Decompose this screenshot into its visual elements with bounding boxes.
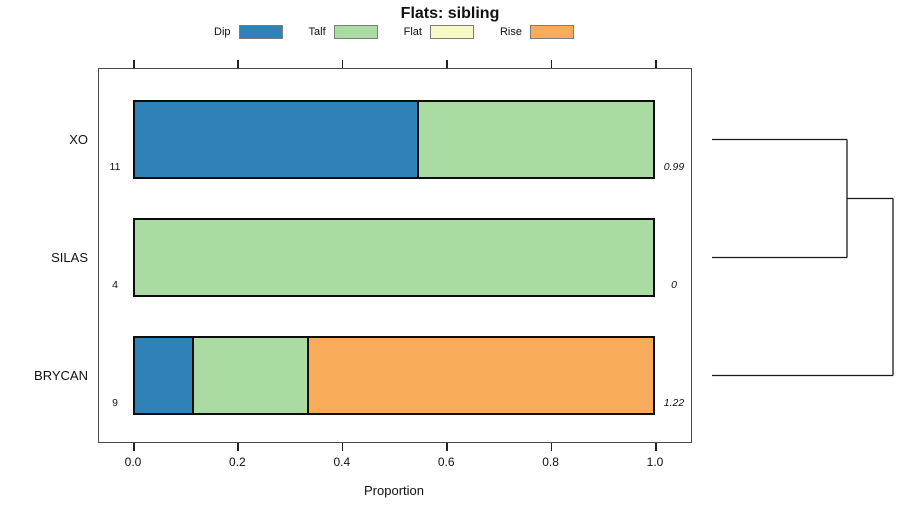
x-axis-top-tick: [655, 60, 657, 68]
legend-swatch-flat: [429, 25, 474, 39]
bar-segment-dip: [135, 338, 193, 413]
legend-label: Flat: [403, 26, 422, 38]
x-axis-tick-label: 0.8: [542, 455, 559, 469]
x-axis-tick: [133, 443, 135, 451]
legend-label: Dip: [214, 26, 231, 38]
x-axis-tick: [550, 443, 553, 451]
x-axis-tick: [341, 443, 344, 451]
n-value: 11: [109, 161, 121, 173]
legend-label: Talf: [308, 26, 326, 38]
x-axis-tick-label: 0.0: [124, 455, 142, 469]
x-axis-tick-label: 0.6: [437, 455, 455, 469]
bar-segment-talf: [192, 338, 308, 413]
legend-item-rise: Rise: [500, 25, 574, 39]
x-axis-top-tick: [550, 60, 553, 68]
h-value: 0.99: [663, 161, 685, 173]
legend-item-talf: Talf: [309, 25, 378, 39]
x-axis-top-tick: [133, 60, 135, 68]
x-axis-top-tick: [341, 60, 344, 68]
bar-segment-talf: [135, 220, 653, 295]
stacked-bar-brycan: [133, 336, 655, 415]
x-axis-tick-label: 0.2: [229, 455, 246, 469]
legend: Dip Talf Flat Rise: [214, 25, 574, 39]
h-value: 0: [671, 279, 677, 291]
row-label-xo: XO: [69, 131, 88, 147]
n-value: 4: [112, 279, 118, 291]
legend-item-flat: Flat: [404, 25, 474, 39]
x-axis-tick-label: 1.0: [646, 455, 664, 469]
legend-label: Rise: [499, 26, 522, 38]
legend-swatch-talf: [333, 25, 378, 39]
bar-segment-dip: [135, 102, 418, 177]
h-value: 1.22: [663, 397, 685, 409]
row-label-brycan: BRYCAN: [34, 367, 88, 383]
bar-segment-talf: [417, 102, 653, 177]
x-axis-top-tick: [446, 60, 448, 68]
n-value: 9: [112, 397, 118, 409]
x-axis-title: Proportion: [364, 483, 424, 498]
x-axis-tick: [655, 443, 657, 451]
x-axis-tick-label: 0.4: [333, 455, 351, 469]
x-axis-tick: [446, 443, 448, 451]
legend-item-dip: Dip: [214, 25, 283, 39]
row-label-silas: SILAS: [51, 249, 88, 265]
chart-title: Flats: sibling: [400, 5, 500, 22]
bar-segment-rise: [307, 338, 653, 413]
legend-swatch-rise: [530, 25, 574, 39]
x-axis-tick: [237, 443, 239, 451]
stacked-bar-silas: [133, 218, 655, 297]
stacked-bar-xo: [133, 100, 655, 179]
x-axis-top-tick: [237, 60, 239, 68]
legend-swatch-dip: [238, 25, 283, 39]
